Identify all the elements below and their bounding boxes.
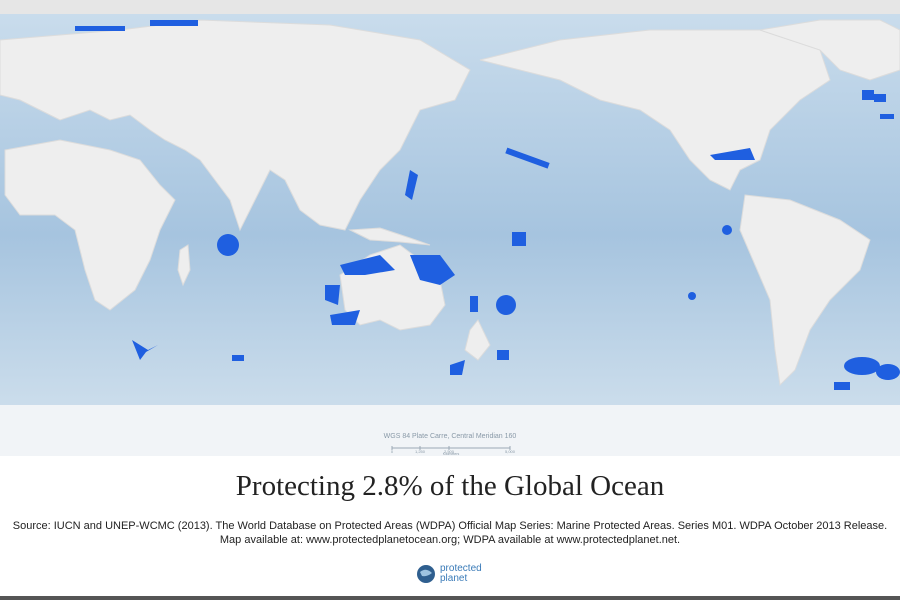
mpa [880,114,894,119]
mpa [405,170,418,200]
mpa [862,90,874,100]
south-america [739,194,871,387]
mpa [512,232,526,246]
logo-line: protected [440,563,482,574]
eurasia [0,19,471,232]
mpa [505,147,550,169]
mpa [496,295,516,315]
new-zealand [464,319,491,361]
source: Source: IUCN and UNEP-WCMC (2013). The W… [0,519,900,547]
indonesia [348,227,431,246]
mpa [470,296,478,312]
mpa [874,94,886,102]
mpa [876,364,900,380]
mpa [410,255,455,285]
mpa [834,382,850,390]
madagascar [177,244,191,287]
logo-line: planet [440,573,468,584]
logo-text: protected planet [440,564,482,584]
scale-unit: Kilometers [443,452,460,456]
scale-label: 0 [391,449,394,454]
scale-label: 1,250 [415,449,426,454]
mpa [75,26,125,31]
greenland [759,19,900,81]
projection-label: WGS 84 Plate Carre, Central Meridian 160 [384,433,517,440]
scale-bar: 0 1,250 2,500 5,000 Kilometers [391,446,516,456]
scale-label: 5,000 [505,449,516,454]
mpa [722,225,732,235]
mpa [232,355,244,361]
africa [4,139,176,311]
mpa [132,340,158,360]
top-bar [0,0,900,14]
mpa [497,350,509,360]
mpa [450,360,465,375]
map: WGS 84 Plate Carre, Central Meridian 160… [0,0,900,456]
mpa [844,357,880,375]
mpa [688,292,696,300]
mpa [340,255,395,275]
mpa [217,234,239,256]
source-line: Source: IUCN and UNEP-WCMC (2013). The W… [12,520,888,532]
mpa [150,20,198,26]
mpa [330,310,360,325]
scale-label: 2,500 [444,449,455,454]
logo-icon [417,565,435,583]
mpa [710,148,755,160]
title: Protecting 2.8% of the Global Ocean [235,470,665,502]
logo: protected planet [416,564,482,584]
source-line: Map available at: www.protectedplanetoce… [219,534,681,546]
marine-protected-areas [75,20,900,390]
mpa [325,285,340,305]
bottom-rule [0,596,900,600]
